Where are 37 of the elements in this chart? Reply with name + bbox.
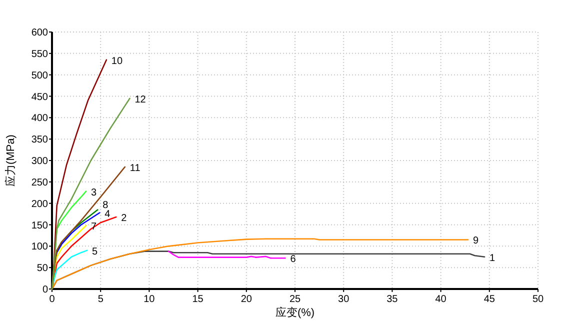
x-tick-label: 45 bbox=[484, 294, 496, 305]
series-label: 12 bbox=[134, 94, 146, 106]
x-tick-label: 5 bbox=[98, 294, 104, 305]
x-tick-label: 35 bbox=[386, 294, 398, 305]
y-tick-label: 200 bbox=[31, 198, 48, 210]
y-tick-label: 0 bbox=[42, 284, 48, 296]
y-tick-label: 100 bbox=[31, 242, 48, 253]
y-tick-label: 50 bbox=[36, 263, 48, 274]
x-tick-label: 0 bbox=[49, 294, 56, 305]
y-tick-label: 400 bbox=[31, 113, 48, 124]
series-label: 11 bbox=[130, 162, 141, 174]
x-tick-label: 25 bbox=[289, 294, 301, 305]
series-label: 4 bbox=[104, 208, 111, 220]
series-label: 6 bbox=[290, 254, 296, 266]
x-tick-label: 30 bbox=[338, 294, 350, 305]
x-axis-title: 应变(%) bbox=[275, 306, 315, 319]
y-tick-label: 150 bbox=[31, 220, 48, 232]
series-label: 10 bbox=[111, 56, 123, 67]
y-tick-label: 350 bbox=[31, 134, 48, 146]
y-tick-label: 300 bbox=[31, 156, 48, 167]
x-tick-label: 15 bbox=[192, 294, 204, 305]
x-tick-label: 50 bbox=[532, 294, 544, 305]
series-label: 1 bbox=[490, 252, 496, 264]
series-label: 8 bbox=[102, 200, 109, 211]
series-label: 2 bbox=[121, 213, 128, 224]
series-label: 3 bbox=[91, 187, 98, 198]
y-axis-title: 应力(MPa) bbox=[4, 134, 17, 186]
y-tick-label: 450 bbox=[31, 92, 48, 103]
y-tick-label: 500 bbox=[31, 70, 48, 82]
y-tick-label: 550 bbox=[31, 48, 48, 60]
x-tick-label: 40 bbox=[435, 294, 447, 305]
x-tick-label: 20 bbox=[240, 294, 252, 305]
series-label: 5 bbox=[92, 246, 98, 258]
x-tick-label: 10 bbox=[144, 294, 156, 305]
series-label: 9 bbox=[473, 236, 480, 247]
y-tick-label: 250 bbox=[31, 177, 48, 188]
y-tick-label: 600 bbox=[31, 28, 48, 38]
